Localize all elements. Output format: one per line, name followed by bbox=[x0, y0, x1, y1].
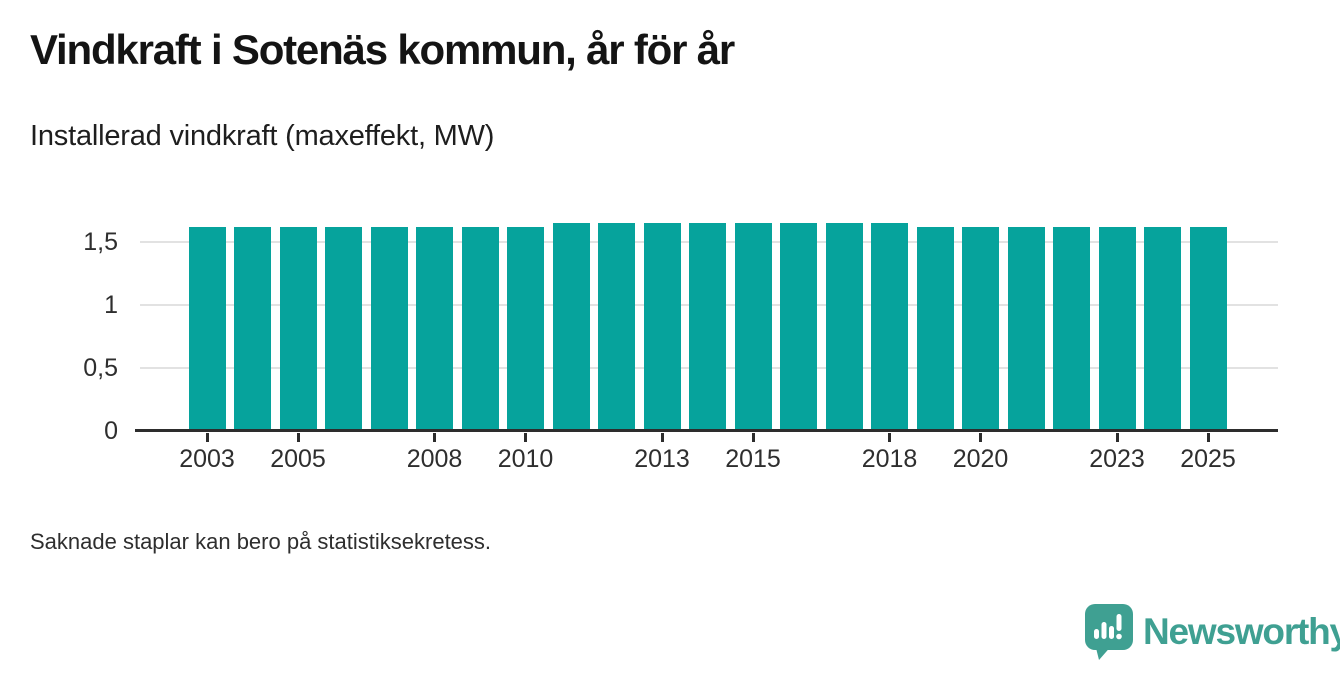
bar-2007 bbox=[370, 226, 408, 431]
bar-2018 bbox=[871, 223, 908, 431]
y-axis-label: 1,5 bbox=[83, 228, 118, 256]
bar-2012 bbox=[598, 223, 635, 431]
newsworthy-wordmark: Newsworthy bbox=[1143, 611, 1340, 652]
x-axis-label-2005: 2005 bbox=[270, 445, 326, 473]
x-axis-tick-2020 bbox=[979, 433, 982, 442]
bar-2004 bbox=[234, 226, 271, 431]
y-axis-label: 0 bbox=[104, 417, 118, 445]
bar-2003 bbox=[188, 226, 226, 431]
newsworthy-logo: Newsworthy bbox=[1085, 604, 1340, 660]
x-axis-label-2015: 2015 bbox=[725, 445, 781, 473]
x-axis-label-2025: 2025 bbox=[1180, 445, 1236, 473]
x-axis-tick-2018 bbox=[888, 433, 891, 442]
x-axis-tick-2023 bbox=[1115, 433, 1119, 442]
x-axis-label-2023: 2023 bbox=[1089, 445, 1145, 473]
x-axis-tick-2025 bbox=[1206, 433, 1210, 442]
chart-subtitle: Installerad vindkraft (maxeffekt, MW) bbox=[30, 120, 495, 152]
bar-2006 bbox=[325, 226, 362, 431]
x-axis-tick-2013 bbox=[660, 433, 664, 442]
x-axis-line bbox=[135, 429, 1278, 432]
bar-2022 bbox=[1053, 226, 1090, 431]
x-axis-label-2018: 2018 bbox=[861, 445, 918, 473]
x-axis-tick-2008 bbox=[433, 433, 436, 442]
x-axis-label-2010: 2010 bbox=[497, 445, 554, 473]
y-axis-label: 0,5 bbox=[83, 354, 118, 382]
bar-2011 bbox=[552, 223, 590, 431]
y-axis-label: 1 bbox=[104, 291, 118, 319]
newsworthy-speech-bubble-bar-chart-icon bbox=[1085, 604, 1133, 660]
bar-2017 bbox=[825, 223, 863, 431]
bar-2016 bbox=[780, 223, 817, 431]
bar-2008 bbox=[416, 226, 453, 431]
bar-2010 bbox=[507, 226, 544, 431]
x-axis-label-2013: 2013 bbox=[634, 445, 690, 473]
bar-2025 bbox=[1189, 226, 1227, 431]
bar-2020 bbox=[962, 226, 999, 431]
footnote: Saknade staplar kan bero på statistiksek… bbox=[30, 529, 492, 554]
x-axis-tick-2010 bbox=[524, 433, 527, 442]
x-axis-tick-2005 bbox=[296, 433, 300, 442]
x-axis-tick-2015 bbox=[751, 433, 755, 442]
bar-2024 bbox=[1144, 226, 1181, 431]
x-axis-label-2020: 2020 bbox=[952, 445, 1009, 473]
x-axis-label-2003: 2003 bbox=[179, 445, 235, 473]
plot-area bbox=[135, 216, 1278, 442]
chart-title: Vindkraft i Sotenäs kommun, år för år bbox=[30, 26, 735, 73]
x-axis-label-2008: 2008 bbox=[406, 445, 463, 473]
bar-2021 bbox=[1007, 226, 1045, 431]
x-axis-tick-2003 bbox=[205, 433, 209, 442]
bar-2013 bbox=[643, 223, 681, 431]
bar-2009 bbox=[461, 226, 499, 431]
bar-2015 bbox=[734, 223, 772, 431]
bar-2014 bbox=[689, 223, 726, 431]
bar-2005 bbox=[279, 226, 317, 431]
bar-2023 bbox=[1098, 226, 1136, 431]
bar-2019 bbox=[916, 226, 954, 431]
